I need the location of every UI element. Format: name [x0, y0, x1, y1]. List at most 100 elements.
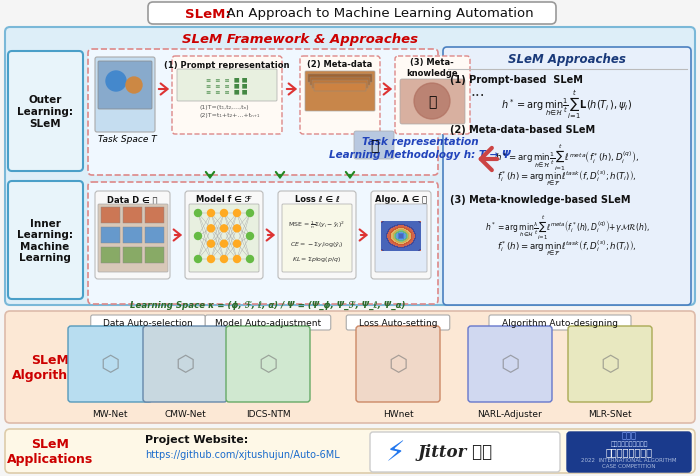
Text: IDCS-NTM: IDCS-NTM: [246, 410, 290, 418]
Text: $f_i^*(h) = \arg\min_{f\in\mathcal{F}}\ell^{task}\!\left(f, D_i^{(s)}; h(T_i)\ri: $f_i^*(h) = \arg\min_{f\in\mathcal{F}}\e…: [497, 168, 637, 188]
Text: Algorithm Auto-designing: Algorithm Auto-designing: [502, 318, 618, 327]
Text: $CE = -\Sigma y_i \log(\hat{y}_i)$: $CE = -\Sigma y_i \log(\hat{y}_i)$: [290, 239, 344, 249]
FancyBboxPatch shape: [468, 327, 552, 402]
Circle shape: [207, 225, 214, 232]
FancyBboxPatch shape: [354, 132, 394, 159]
FancyBboxPatch shape: [95, 58, 155, 133]
Text: (1) Prompt-based  SLeM: (1) Prompt-based SLeM: [450, 75, 583, 85]
Text: Task representation: Task representation: [362, 137, 478, 147]
Text: Project Website:: Project Website:: [145, 434, 248, 444]
Text: ⚡: ⚡: [385, 438, 405, 466]
Circle shape: [414, 84, 450, 120]
Text: CMW-Net: CMW-Net: [164, 410, 206, 418]
FancyBboxPatch shape: [177, 70, 277, 102]
Circle shape: [207, 210, 214, 217]
Text: ⬡: ⬡: [389, 354, 407, 374]
Circle shape: [220, 256, 228, 263]
Circle shape: [207, 256, 214, 263]
FancyBboxPatch shape: [88, 183, 438, 304]
Text: Learning Space κ = (ϕ, ℱ, ℓ, α) / Ψ = (Ψ_ϕ, Ψ_ℱ, Ψ_ℓ, Ψ_α): Learning Space κ = (ϕ, ℱ, ℓ, α) / Ψ = (Ψ…: [130, 300, 406, 309]
FancyBboxPatch shape: [312, 81, 368, 89]
Text: ≡  ≡  ≡  ■ ■
≡  ≡  ≡  ■ ■
≡  ≡  ≡  ■ ■: ≡ ≡ ≡ ■ ■ ≡ ≡ ≡ ■ ■ ≡ ≡ ≡ ■ ■: [206, 78, 248, 94]
Text: Model f ∈ ℱ: Model f ∈ ℱ: [196, 195, 252, 204]
FancyBboxPatch shape: [300, 57, 380, 135]
Text: SLeM
Algorithms: SLeM Algorithms: [12, 353, 88, 381]
Text: SLeM:: SLeM:: [185, 8, 231, 20]
FancyBboxPatch shape: [101, 228, 120, 244]
Text: ⬡: ⬡: [175, 354, 195, 374]
FancyBboxPatch shape: [443, 48, 691, 306]
FancyBboxPatch shape: [91, 315, 205, 330]
FancyBboxPatch shape: [314, 84, 366, 92]
FancyBboxPatch shape: [356, 327, 440, 402]
Circle shape: [126, 78, 142, 94]
Circle shape: [220, 241, 228, 248]
FancyBboxPatch shape: [101, 248, 120, 263]
Text: 2022  INTERNATIONAL ALGORITHM: 2022 INTERNATIONAL ALGORITHM: [581, 457, 677, 463]
FancyBboxPatch shape: [148, 3, 556, 25]
Text: SLeM Framework & Approaches: SLeM Framework & Approaches: [182, 33, 418, 46]
Text: https://github.com/xjtushujun/Auto-6ML: https://github.com/xjtushujun/Auto-6ML: [145, 449, 340, 459]
Text: ⬡: ⬡: [258, 354, 278, 374]
FancyBboxPatch shape: [226, 327, 310, 402]
Text: ⬡: ⬡: [601, 354, 620, 374]
Text: (2) Meta-data-based SLeM: (2) Meta-data-based SLeM: [450, 125, 595, 135]
Text: HWnet: HWnet: [383, 410, 413, 418]
FancyBboxPatch shape: [8, 52, 83, 172]
FancyBboxPatch shape: [189, 205, 259, 272]
FancyBboxPatch shape: [145, 248, 164, 263]
Text: $h^* = \arg\min_{h\in\mathcal{H}}\frac{1}{t}\sum_{i=1}^{t}\mathbf{L}(h(T_i), \ps: $h^* = \arg\min_{h\in\mathcal{H}}\frac{1…: [501, 89, 633, 121]
FancyBboxPatch shape: [185, 192, 263, 279]
Text: (3) Meta-knowledge-based SLeM: (3) Meta-knowledge-based SLeM: [450, 195, 631, 205]
FancyBboxPatch shape: [172, 57, 282, 135]
FancyBboxPatch shape: [88, 50, 438, 176]
Text: Data D ∈ 𝓟: Data D ∈ 𝓟: [106, 195, 158, 204]
FancyBboxPatch shape: [400, 80, 465, 125]
Text: MW-Net: MW-Net: [92, 410, 127, 418]
Text: (1)T=(t₁,t₂,...,tₙ): (1)T=(t₁,t₂,...,tₙ): [200, 105, 250, 110]
Circle shape: [246, 233, 253, 240]
Circle shape: [220, 225, 228, 232]
FancyBboxPatch shape: [375, 205, 427, 272]
FancyBboxPatch shape: [567, 432, 691, 472]
Text: $f_i^*(h) = \arg\min_{f\in\mathcal{F}}\ell^{task}\!\left(f, D_i^{(s)}; h(T_i)\ri: $f_i^*(h) = \arg\min_{f\in\mathcal{F}}\e…: [497, 238, 637, 257]
Circle shape: [106, 72, 126, 92]
FancyBboxPatch shape: [278, 192, 356, 279]
Circle shape: [234, 210, 241, 217]
FancyBboxPatch shape: [145, 208, 164, 224]
Circle shape: [195, 256, 202, 263]
FancyBboxPatch shape: [370, 432, 560, 472]
Text: MLR-SNet: MLR-SNet: [588, 410, 632, 418]
Text: 国际算法案例大赛: 国际算法案例大赛: [606, 446, 652, 456]
Text: Outer
Learning:
SLeM: Outer Learning: SLeM: [17, 95, 73, 129]
Text: (2)T=t₁+t₂+...+tₙ₊₁: (2)T=t₁+t₂+...+tₙ₊₁: [200, 113, 260, 118]
Circle shape: [234, 241, 241, 248]
FancyBboxPatch shape: [145, 228, 164, 244]
Text: Algo. A ∈ 𝓜: Algo. A ∈ 𝓜: [375, 195, 427, 204]
Circle shape: [246, 210, 253, 217]
Text: 🧠: 🧠: [428, 95, 436, 109]
Text: ⬡: ⬡: [500, 354, 519, 374]
Text: Model Auto-adjustment: Model Auto-adjustment: [215, 318, 321, 327]
FancyBboxPatch shape: [123, 208, 142, 224]
FancyBboxPatch shape: [8, 182, 83, 299]
FancyBboxPatch shape: [310, 78, 370, 86]
Circle shape: [195, 233, 202, 240]
Text: Jittor 计图: Jittor 计图: [417, 444, 493, 461]
FancyBboxPatch shape: [568, 327, 652, 402]
FancyBboxPatch shape: [95, 192, 170, 279]
Text: SLeM
Applications: SLeM Applications: [7, 437, 93, 465]
FancyBboxPatch shape: [68, 327, 152, 402]
Text: NARL-Adjuster: NARL-Adjuster: [477, 410, 542, 418]
FancyBboxPatch shape: [305, 72, 375, 112]
FancyBboxPatch shape: [5, 28, 695, 306]
Text: (3) Meta-
knowledge: (3) Meta- knowledge: [406, 58, 458, 78]
Circle shape: [220, 210, 228, 217]
FancyBboxPatch shape: [308, 75, 372, 83]
FancyBboxPatch shape: [489, 315, 631, 330]
Circle shape: [246, 256, 253, 263]
Text: Data Auto-selection: Data Auto-selection: [103, 318, 193, 327]
FancyBboxPatch shape: [395, 57, 470, 135]
FancyBboxPatch shape: [371, 192, 431, 279]
FancyBboxPatch shape: [282, 205, 352, 272]
